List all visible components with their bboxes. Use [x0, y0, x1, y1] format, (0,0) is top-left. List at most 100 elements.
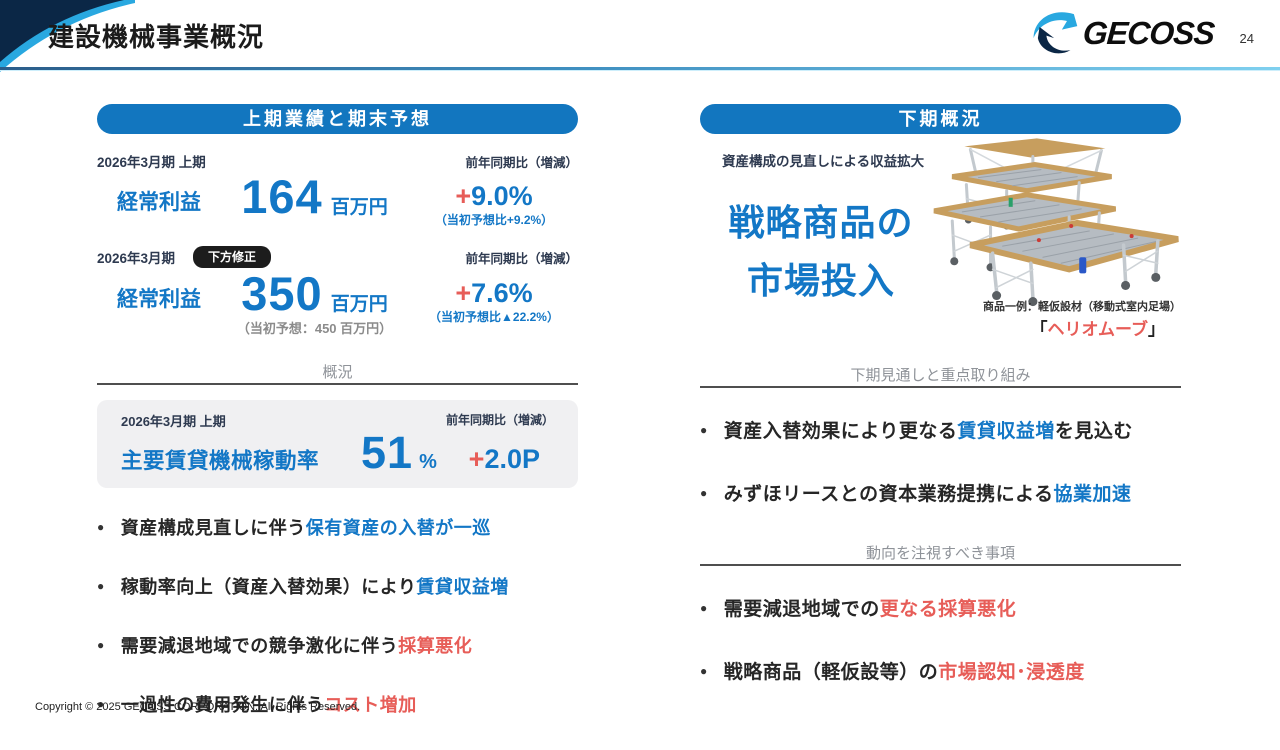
bullet-text-pre: 戦略商品（軽仮設等）の	[723, 662, 939, 683]
bullet-text-highlight: 協業加速	[1053, 484, 1132, 505]
bullet-icon: ●	[700, 485, 708, 500]
bullet-text-highlight: 賃貸収益増	[957, 421, 1055, 442]
bullet-icon: ●	[700, 663, 708, 678]
product-caption-line1: 商品一例：軽仮設材（移動式室内足場）	[983, 301, 1181, 313]
left-bullet-list: ● 資産構成見直しに伴う保有資産の入替が一巡 ● 稼動率向上（資産入替効果）によ…	[97, 514, 578, 717]
list-item: ● 一過性の費用発生に伴うコスト増加	[97, 691, 578, 717]
bullet-text-highlight: 市場認知･浸透度	[938, 662, 1085, 683]
outlook-section-divider: 下期見通しと重点取り組み	[700, 364, 1181, 388]
bullet-text-pre: 需要減退地域での競争激化に伴う	[120, 635, 399, 656]
bullet-icon: ●	[97, 637, 105, 652]
h1-profit-row: 経常利益 164 百万円 +9.0% （当初予想比+9.2%）	[97, 171, 578, 228]
bullet-text-pre: 需要減退地域での	[723, 599, 880, 620]
bullet-icon: ●	[97, 519, 105, 534]
page-number: 24	[1239, 31, 1254, 46]
metric-value: 350	[241, 267, 323, 320]
bullet-text: 稼動率向上（資産入替効果）により賃貸収益増	[121, 573, 509, 599]
right-panel-header: 下期概況	[700, 104, 1181, 134]
period-label: 2026年3月期	[97, 251, 176, 266]
metric-label: 経常利益	[117, 288, 201, 311]
h1-period-row: 2026年3月期 上期 前年同期比（増減）	[97, 151, 578, 171]
copyright-footer: Copyright © 2025 GECOSS CORPORATION. All…	[35, 701, 361, 713]
list-item: ● 稼動率向上（資産入替効果）により賃貸収益増	[97, 573, 578, 599]
hero-subtitle: 資産構成の見直しによる収益拡大	[722, 154, 925, 169]
utilization-metric-label: 主要賃貸機械稼動率	[121, 448, 320, 473]
yoy-value: 7.6%	[471, 278, 533, 308]
bullet-text: 資産入替効果により更なる賃貸収益増を見込む	[724, 416, 1133, 443]
bullet-text: 需要減退地域での更なる採算悪化	[724, 594, 1017, 621]
bullet-text-highlight: 保有資産の入替が一巡	[305, 517, 491, 538]
bullet-icon: ●	[700, 422, 708, 437]
bullet-text: 一過性の費用発生に伴うコスト増加	[121, 691, 417, 717]
bullet-text-pre: みずほリースとの資本業務提携による	[723, 484, 1054, 505]
yoy-value: 2.0P	[484, 443, 540, 474]
period-label: 2026年3月期 上期	[121, 413, 226, 429]
bullet-text-highlight: 賃貸収益増	[416, 576, 509, 597]
bullet-text-pre: 資産入替効果により更なる	[723, 421, 958, 442]
metric-value-block: 164 百万円	[219, 171, 410, 223]
utilization-box: 2026年3月期 上期 前年同期比（増減） 主要賃貸機械稼動率 51 % +2.…	[97, 399, 578, 488]
corner-swoosh-decoration	[0, 0, 135, 72]
list-item: ● 需要減退地域での更なる採算悪化	[700, 594, 1181, 621]
caption-bracket-close: 」	[1148, 320, 1165, 339]
yoy-value: 9.0%	[471, 181, 533, 211]
mobile-scaffold-product-image	[933, 138, 1179, 307]
bullet-icon: ●	[97, 696, 105, 711]
gecoss-logo-mark-icon	[1033, 12, 1078, 54]
bullet-text-pre: 資産構成見直しに伴う	[120, 517, 306, 538]
metric-value: 164	[241, 170, 323, 223]
left-panel-first-half-results: 上期業績と期末予想 2026年3月期 上期 前年同期比（増減） 経常利益 164…	[97, 104, 578, 750]
bullet-text: 資産構成見直しに伴う保有資産の入替が一巡	[121, 514, 491, 540]
yoy-block: +7.6% （当初予想比▲22.2%）	[410, 268, 578, 325]
left-panel-header: 上期業績と期末予想	[97, 104, 578, 134]
list-item: ● みずほリースとの資本業務提携による協業加速	[700, 479, 1181, 506]
metric-value-block: 350 百万円 （当初予想：450 百万円）	[219, 268, 410, 337]
header-divider-line	[0, 67, 1280, 71]
metric-unit: 百万円	[330, 294, 388, 315]
headline-line1: 戦略商品の	[728, 202, 914, 243]
product-caption-line2: 「ヘリオムーブ」	[983, 315, 1181, 340]
period-label: 2026年3月期 上期	[97, 155, 206, 170]
bullet-text-highlight: コスト増加	[324, 694, 417, 715]
yoy-block: +9.0% （当初予想比+9.2%）	[410, 171, 578, 228]
yoy-forecast-note: （当初予想比▲22.2%）	[429, 310, 559, 324]
gecoss-logo: GECOSS	[1031, 10, 1216, 56]
bullet-icon: ●	[97, 578, 105, 593]
bullet-text-pre: 一過性の費用発生に伴う	[120, 694, 325, 715]
bullet-text-pre: 稼動率向上（資産入替効果）により	[120, 576, 417, 597]
headline-line2: 市場投入	[746, 260, 895, 302]
outlook-bullet-list: ● 資産入替効果により更なる賃貸収益増を見込む ● みずほリースとの資本業務提携…	[700, 416, 1181, 506]
bullet-text-highlight: 更なる採算悪化	[879, 599, 1017, 620]
fy-period-row: 2026年3月期 下方修正 前年同期比（増減）	[97, 246, 578, 268]
initial-forecast-note: （当初予想：450 百万円）	[236, 320, 393, 336]
fy-profit-row: 経常利益 350 百万円 （当初予想：450 百万円） +7.6% （当初予想比▲…	[97, 268, 578, 337]
list-item: ● 資産構成見直しに伴う保有資産の入替が一巡	[97, 514, 578, 540]
yoy-header-label: 前年同期比（増減）	[465, 155, 578, 170]
yoy-plus-sign: +	[455, 181, 472, 211]
watch-items-section-divider: 動向を注視すべき事項	[700, 542, 1181, 566]
hero-area: 戦略商品の 市場投入	[700, 138, 1181, 358]
bullet-text: 戦略商品（軽仮設等）の市場認知･浸透度	[724, 657, 1085, 684]
downward-revision-badge: 下方修正	[193, 246, 272, 268]
bullet-text-post: を見込む	[1054, 421, 1133, 442]
gecoss-logo-text: GECOSS	[1081, 14, 1216, 51]
watch-items-bullet-list: ● 需要減退地域での更なる採算悪化 ● 戦略商品（軽仮設等）の市場認知･浸透度	[700, 594, 1181, 684]
bullet-text: 需要減退地域での競争激化に伴う採算悪化	[121, 632, 473, 658]
strategic-product-headline: 戦略商品の 市場投入	[702, 194, 940, 311]
right-panel-second-half-outlook: 下期概況 資産構成の見直しによる収益拡大 戦略商品の 市場投入	[700, 104, 1181, 720]
yoy-header-label: 前年同期比（増減）	[445, 412, 554, 427]
yoy-plus-sign: +	[468, 443, 485, 474]
yoy-forecast-note: （当初予想比+9.2%）	[434, 213, 554, 227]
product-name: ヘリオムーブ	[1047, 320, 1148, 339]
utilization-unit: %	[419, 450, 437, 473]
yoy-plus-sign: +	[455, 278, 472, 308]
metric-unit: 百万円	[330, 197, 388, 218]
list-item: ● 資産入替効果により更なる賃貸収益増を見込む	[700, 416, 1181, 443]
overview-section-divider: 概況	[97, 361, 578, 385]
product-caption: 商品一例：軽仮設材（移動式室内足場） 「ヘリオムーブ」	[983, 298, 1181, 340]
bullet-icon: ●	[700, 600, 708, 615]
page-title: 建設機械事業概況	[48, 22, 265, 52]
bullet-text-highlight: 採算悪化	[398, 635, 473, 656]
list-item: ● 戦略商品（軽仮設等）の市場認知･浸透度	[700, 657, 1181, 684]
utilization-value: 51	[361, 426, 414, 478]
